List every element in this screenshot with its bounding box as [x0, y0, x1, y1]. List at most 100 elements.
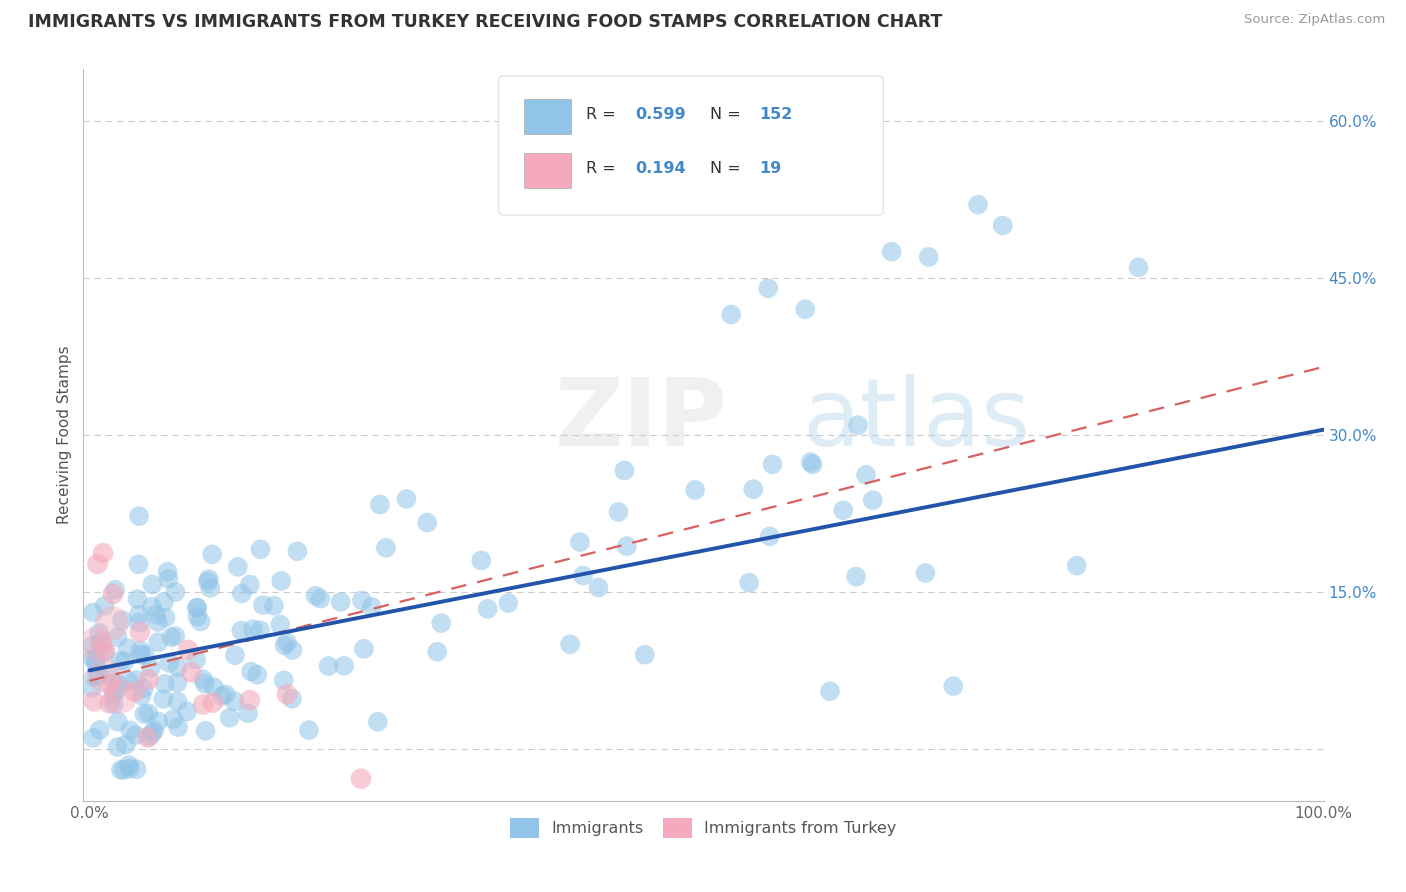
Point [1128, 260, 1150, 275]
Text: 152: 152 [759, 107, 793, 122]
Point [136, 731, 159, 745]
Point [103, 697, 125, 711]
Point [794, 302, 817, 317]
Point [153, 595, 176, 609]
Point [127, 592, 149, 607]
Point [100, 616, 122, 631]
Point [128, 624, 150, 639]
Point [426, 645, 449, 659]
Point [846, 418, 869, 433]
Point [91, 546, 114, 560]
Point [818, 684, 841, 698]
Point [200, 581, 222, 595]
Point [318, 659, 340, 673]
FancyBboxPatch shape [523, 153, 571, 188]
Point [613, 464, 636, 478]
Point [616, 539, 638, 553]
Point [120, 723, 142, 738]
Point [862, 493, 884, 508]
Point [112, 763, 135, 777]
Point [329, 595, 352, 609]
Point [224, 648, 246, 663]
Point [190, 615, 212, 629]
Point [249, 542, 271, 557]
Point [360, 599, 382, 614]
Point [115, 738, 138, 752]
Point [246, 667, 269, 681]
Point [176, 705, 198, 719]
Point [304, 589, 326, 603]
Point [368, 498, 391, 512]
Point [607, 505, 630, 519]
Point [416, 516, 439, 530]
Point [155, 610, 177, 624]
Point [82, 606, 104, 620]
Point [560, 637, 582, 651]
Point [855, 467, 877, 482]
Point [157, 572, 180, 586]
Point [374, 541, 396, 555]
Point [104, 582, 127, 597]
Point [100, 670, 122, 684]
Point [242, 622, 264, 636]
Point [152, 692, 174, 706]
Point [118, 674, 141, 689]
Point [202, 680, 225, 694]
Point [89, 723, 111, 737]
Point [93, 599, 115, 613]
Legend: Immigrants, Immigrants from Turkey: Immigrants, Immigrants from Turkey [503, 811, 903, 845]
Point [118, 762, 141, 776]
Point [87, 668, 110, 682]
Point [125, 673, 148, 687]
Point [127, 558, 149, 572]
Point [148, 714, 170, 729]
Point [180, 665, 202, 680]
Point [738, 575, 761, 590]
Point [226, 559, 249, 574]
Point [880, 244, 903, 259]
Point [118, 758, 141, 772]
Point [90, 637, 112, 651]
Text: IMMIGRANTS VS IMMIGRANTS FROM TURKEY RECEIVING FOOD STAMPS CORRELATION CHART: IMMIGRANTS VS IMMIGRANTS FROM TURKEY REC… [28, 13, 942, 31]
Point [166, 694, 188, 708]
Point [110, 763, 132, 777]
Point [186, 609, 208, 624]
Point [82, 639, 104, 653]
FancyBboxPatch shape [499, 76, 883, 215]
Point [309, 591, 332, 606]
Point [166, 675, 188, 690]
Point [197, 572, 219, 586]
Point [269, 617, 291, 632]
Point [103, 687, 125, 701]
Point [367, 714, 389, 729]
Point [138, 706, 160, 721]
Point [177, 643, 200, 657]
Point [252, 598, 274, 612]
Point [193, 698, 215, 712]
Point [761, 458, 783, 472]
Point [82, 731, 104, 745]
Point [128, 607, 150, 622]
Point [84, 653, 107, 667]
Point [285, 544, 308, 558]
Point [128, 615, 150, 630]
Point [162, 712, 184, 726]
Point [224, 694, 246, 708]
Point [236, 706, 259, 721]
Point [83, 694, 105, 708]
FancyBboxPatch shape [523, 99, 571, 135]
Point [273, 638, 295, 652]
Point [353, 641, 375, 656]
Point [572, 568, 595, 582]
Point [914, 566, 936, 580]
Point [333, 658, 356, 673]
Point [93, 668, 115, 682]
Point [239, 693, 262, 707]
Text: Source: ZipAtlas.com: Source: ZipAtlas.com [1244, 13, 1385, 27]
Point [942, 679, 965, 693]
Point [111, 613, 134, 627]
Point [110, 690, 132, 704]
Point [107, 677, 129, 691]
Point [800, 455, 823, 469]
Text: R =: R = [586, 107, 616, 122]
